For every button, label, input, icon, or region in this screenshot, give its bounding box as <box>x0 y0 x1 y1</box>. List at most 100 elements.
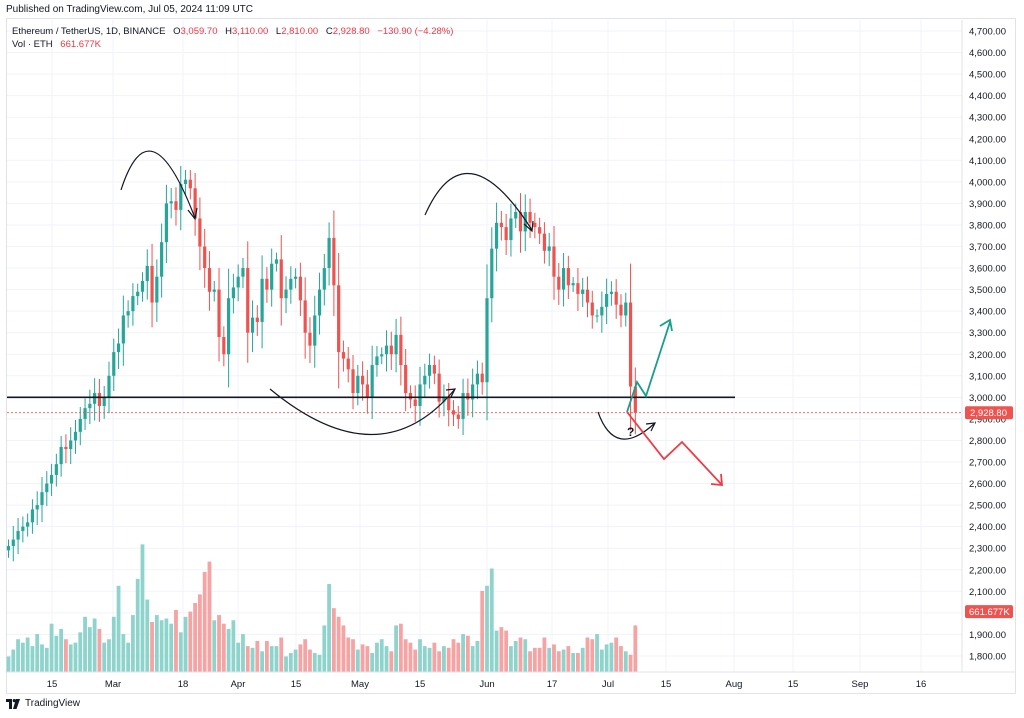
time-tick-label: Aug <box>726 679 743 690</box>
candle-body <box>30 509 35 523</box>
candle-body <box>461 393 465 419</box>
volume-bar <box>532 647 537 672</box>
rounded-bottom-arrowhead <box>445 388 457 398</box>
volume-bar <box>68 644 73 672</box>
candle-body <box>294 276 298 279</box>
volume-bar <box>509 646 513 672</box>
candle-body <box>437 373 441 402</box>
price-axis[interactable]: 4,700.00 4,600.00 4,500.00 4,400.00 4,300.00… <box>961 20 1006 672</box>
candle-body <box>475 373 480 385</box>
candle-body <box>93 393 97 404</box>
candle-body <box>384 345 389 355</box>
volume-bar <box>303 639 308 672</box>
volume-bar <box>6 656 11 672</box>
candle-body <box>284 289 288 299</box>
price-tick-label: 2,800.00 <box>969 436 1006 447</box>
volume-bar <box>571 653 576 672</box>
volume-bar <box>523 639 528 672</box>
candle-body <box>399 334 403 366</box>
candle-body <box>289 278 293 290</box>
candle-body <box>16 530 20 540</box>
candle-body <box>59 446 63 465</box>
last-volume-tag-text: 661.677K <box>969 607 1010 618</box>
candle-body <box>193 188 197 219</box>
price-tick-label: 3,500.00 <box>969 285 1006 296</box>
candle-body <box>73 431 78 441</box>
candle-body <box>633 386 637 413</box>
candle-body <box>609 291 614 294</box>
volume-bar <box>499 627 504 672</box>
candle-body <box>404 365 408 394</box>
candle-body <box>279 259 283 299</box>
volume-bar <box>279 637 284 672</box>
volume-bar <box>11 649 16 672</box>
candle-body <box>389 345 393 355</box>
volume-bar <box>269 646 274 672</box>
price-tick-label: 3,800.00 <box>969 220 1006 231</box>
volume-bar <box>87 627 92 672</box>
volume-bar <box>394 625 398 672</box>
volume-bar <box>322 625 327 672</box>
candle-body <box>585 289 590 303</box>
volume-bar <box>542 637 547 672</box>
time-tick-label: Sep <box>852 679 869 690</box>
volume-bar <box>159 620 164 672</box>
candle-body <box>327 237 331 269</box>
volume-bar <box>169 623 174 672</box>
volume-bar <box>97 628 102 672</box>
volume-bar <box>614 637 619 672</box>
right-top-arc <box>424 173 533 231</box>
candle-body <box>561 268 566 290</box>
volume-bar <box>178 632 183 672</box>
volume-bar <box>346 637 351 672</box>
volume-bar <box>30 646 35 672</box>
bearish-scenario-arrow[interactable] <box>626 411 723 486</box>
volume-bar <box>355 649 360 672</box>
candle-body <box>451 410 456 415</box>
volume-bar <box>518 637 523 672</box>
candle-body <box>317 289 322 316</box>
volume-bar <box>504 630 509 672</box>
volume-bar <box>111 616 116 672</box>
volume-bar <box>284 656 288 672</box>
bullish-scenario-arrow[interactable] <box>626 321 671 413</box>
candle-body <box>179 184 183 210</box>
legend-symbol[interactable]: Ethereum / TetherUS, 1D, BINANCE <box>12 26 166 37</box>
candle-body <box>298 276 302 301</box>
price-tick-label: 2,600.00 <box>969 479 1006 490</box>
candle-body <box>346 358 350 370</box>
price-tick-label: 4,500.00 <box>969 70 1006 81</box>
candle-body <box>169 201 173 204</box>
price-tick-label: 1,800.00 <box>969 651 1006 662</box>
price-tick-label: 3,400.00 <box>969 307 1006 318</box>
candle-body <box>188 179 192 189</box>
candle-body <box>528 212 532 223</box>
legend-volume-label[interactable]: Vol · ETH <box>12 39 53 50</box>
volume-bar <box>403 639 408 672</box>
volume-bar <box>150 621 154 672</box>
candle-body <box>11 539 15 547</box>
candle-body <box>523 212 527 232</box>
candle-body <box>26 522 30 527</box>
candle-body <box>619 304 623 316</box>
price-tick-label: 2,300.00 <box>969 544 1006 555</box>
chart-frame <box>6 18 1016 694</box>
price-tick-label: 3,100.00 <box>969 371 1006 382</box>
candle-body <box>566 268 570 286</box>
price-tick-label: 2,700.00 <box>969 458 1006 469</box>
candle-body <box>557 276 561 290</box>
volume-bar <box>528 651 532 672</box>
time-axis[interactable]: 15 Mar 18 Apr 15 May 15 Jun 17 Jul 15 Aug 15 Sep 16 <box>7 671 1016 690</box>
volume-bar <box>619 646 623 672</box>
volume-bar <box>590 639 595 672</box>
volume-bar <box>317 654 322 672</box>
right-top-arrowhead <box>523 220 534 233</box>
volume-bar <box>365 646 370 672</box>
candle-body <box>164 203 169 243</box>
price-tick-label: 3,900.00 <box>969 199 1006 210</box>
volume-bar <box>451 639 456 672</box>
candle-body <box>198 218 202 247</box>
time-tick-label: 15 <box>291 679 302 690</box>
candle-body <box>227 298 231 355</box>
